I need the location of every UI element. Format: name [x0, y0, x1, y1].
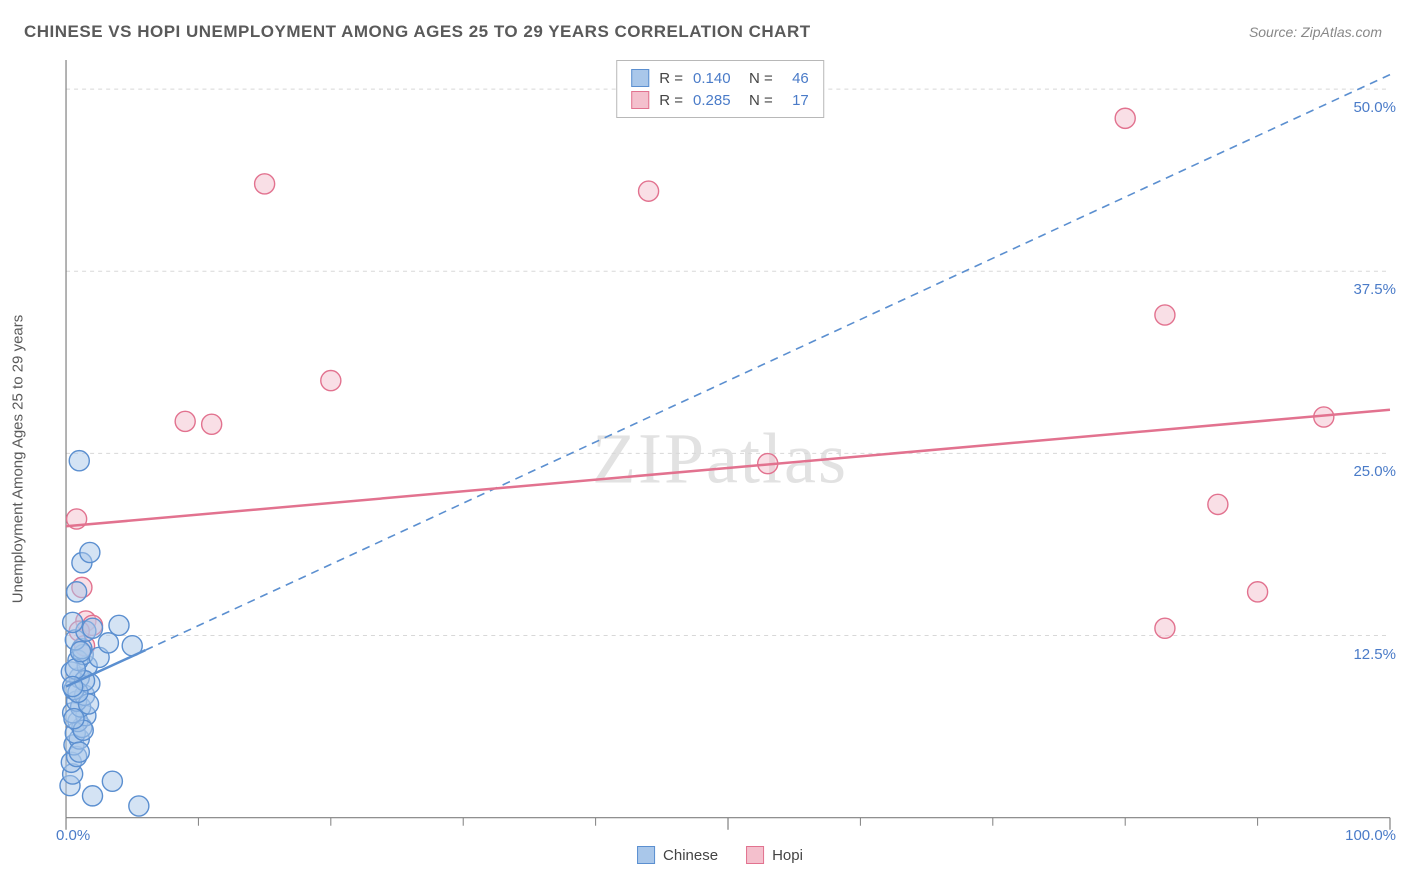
y-tick-2: 37.5% [1353, 281, 1396, 298]
stats-row-chinese: R = 0.140 N = 46 [631, 67, 809, 89]
stats-legend-box: R = 0.140 N = 46 R = 0.285 N = 17 [616, 60, 824, 118]
swatch-hopi-icon [746, 846, 764, 864]
legend-label-chinese: Chinese [663, 847, 718, 864]
y-tick-0: 12.5% [1353, 646, 1396, 663]
r-value-hopi: 0.285 [693, 92, 739, 109]
legend-item-chinese: Chinese [637, 846, 718, 864]
swatch-hopi-icon [631, 91, 649, 109]
n-value-hopi: 17 [783, 92, 809, 109]
r-label: R = [659, 92, 683, 109]
y-tick-3: 50.0% [1353, 99, 1396, 116]
n-label: N = [749, 92, 773, 109]
x-tick-min: 0.0% [56, 827, 90, 844]
source-label: Source: ZipAtlas.com [1249, 24, 1382, 40]
swatch-chinese-icon [637, 846, 655, 864]
n-label: N = [749, 70, 773, 87]
chart-area: Unemployment Among Ages 25 to 29 years Z… [48, 56, 1392, 862]
legend-label-hopi: Hopi [772, 847, 803, 864]
r-label: R = [659, 70, 683, 87]
bottom-legend: Chinese Hopi [637, 846, 803, 864]
scatter-plot [58, 56, 1392, 862]
r-value-chinese: 0.140 [693, 70, 739, 87]
legend-item-hopi: Hopi [746, 846, 803, 864]
stats-row-hopi: R = 0.285 N = 17 [631, 89, 809, 111]
y-axis-label: Unemployment Among Ages 25 to 29 years [10, 315, 27, 604]
x-tick-max: 100.0% [1345, 827, 1396, 844]
y-tick-1: 25.0% [1353, 463, 1396, 480]
swatch-chinese-icon [631, 69, 649, 87]
n-value-chinese: 46 [783, 70, 809, 87]
chart-title: CHINESE VS HOPI UNEMPLOYMENT AMONG AGES … [24, 22, 811, 42]
